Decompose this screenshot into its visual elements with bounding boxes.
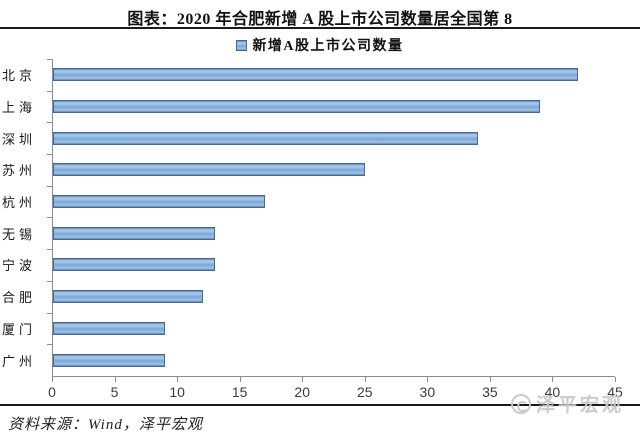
bottom-divider [0,403,640,406]
legend-label: 新增A股上市公司数量 [252,39,404,54]
chart-row: 北京 [0,59,615,91]
x-axis-tick-label: 0 [48,383,56,400]
row-plot [47,185,615,218]
chart-row: 杭州 [0,185,615,218]
x-axis-tick-label: 20 [294,383,311,400]
row-plot [47,344,615,376]
x-axis-tick [427,376,429,382]
bar [53,100,541,114]
chart-row: 广州 [0,344,615,376]
x-axis-tick-label: 10 [169,383,185,400]
bar [53,68,578,82]
chart-row: 深圳 [0,122,615,155]
x-axis-tick-label: 30 [419,383,436,400]
row-plot [47,122,615,155]
x-axis-tick-label: 35 [482,383,498,400]
row-plot [47,59,615,91]
source-note: 资料来源：Wind，泽平宏观 [8,416,203,433]
x-axis-tick [615,376,616,382]
legend: 新增A股上市公司数量 [0,37,640,54]
bar [53,353,166,367]
row-plot [47,280,615,313]
x-axis-tick-label: 45 [607,383,623,400]
bar [53,131,478,145]
category-label: 广州 [1,353,36,369]
x-axis-tick-label: 40 [544,383,561,400]
watermark-logo-icon [510,393,531,414]
category-label: 合肥 [1,290,36,306]
category-label: 杭州 [1,195,36,211]
category-label: 上海 [1,100,36,116]
x-axis: 0 5 10 15 20 25 30 35 40 45 [48,375,623,402]
x-axis-tick [552,376,554,382]
chart-row: 合肥 [0,280,615,313]
chart-row: 厦门 [0,312,615,345]
bar [53,321,166,335]
chart-row: 无锡 [0,217,615,250]
row-plot [47,249,615,281]
watermark-text: 泽平宏观 [535,395,624,416]
row-plot [47,217,615,250]
x-axis-tick [489,376,491,382]
bar [53,163,366,177]
row-plot [47,312,615,345]
row-plot [47,154,615,186]
chart-row: 宁波 [0,249,615,281]
category-label: 厦门 [1,321,36,337]
bar [53,195,266,209]
category-label: 深圳 [1,131,36,147]
top-divider [0,27,640,29]
legend-marker-icon [236,39,248,51]
category-label: 北京 [1,68,36,84]
bar-chart: 北京上海深圳苏州杭州无锡宁波合肥厦门广州 0 5 10 15 20 25 30 35 40 45 [0,59,640,402]
bar [53,290,203,304]
x-axis-tick [239,376,241,382]
x-axis-tick [114,376,116,382]
x-axis-tick [52,376,53,382]
watermark: 泽平宏观 [510,390,624,417]
chart-title: 图表：2020 年合肥新增 A 股上市公司数量居全国第 8 [127,11,513,28]
bar [53,226,216,240]
x-axis-tick [364,376,366,382]
category-label: 无锡 [1,226,36,242]
x-axis-tick-label: 5 [110,383,119,400]
chart-row: 上海 [0,90,615,123]
bar [53,258,216,272]
x-axis-tick [177,376,179,382]
category-label: 苏州 [1,163,36,179]
chart-rows: 北京上海深圳苏州杭州无锡宁波合肥厦门广州 [0,59,615,376]
row-plot [47,90,615,123]
x-axis-tick-label: 15 [231,383,248,400]
x-axis-tick [302,376,304,382]
chart-row: 苏州 [0,154,615,186]
category-label: 宁波 [1,258,36,274]
x-axis-tick-label: 25 [356,383,373,400]
